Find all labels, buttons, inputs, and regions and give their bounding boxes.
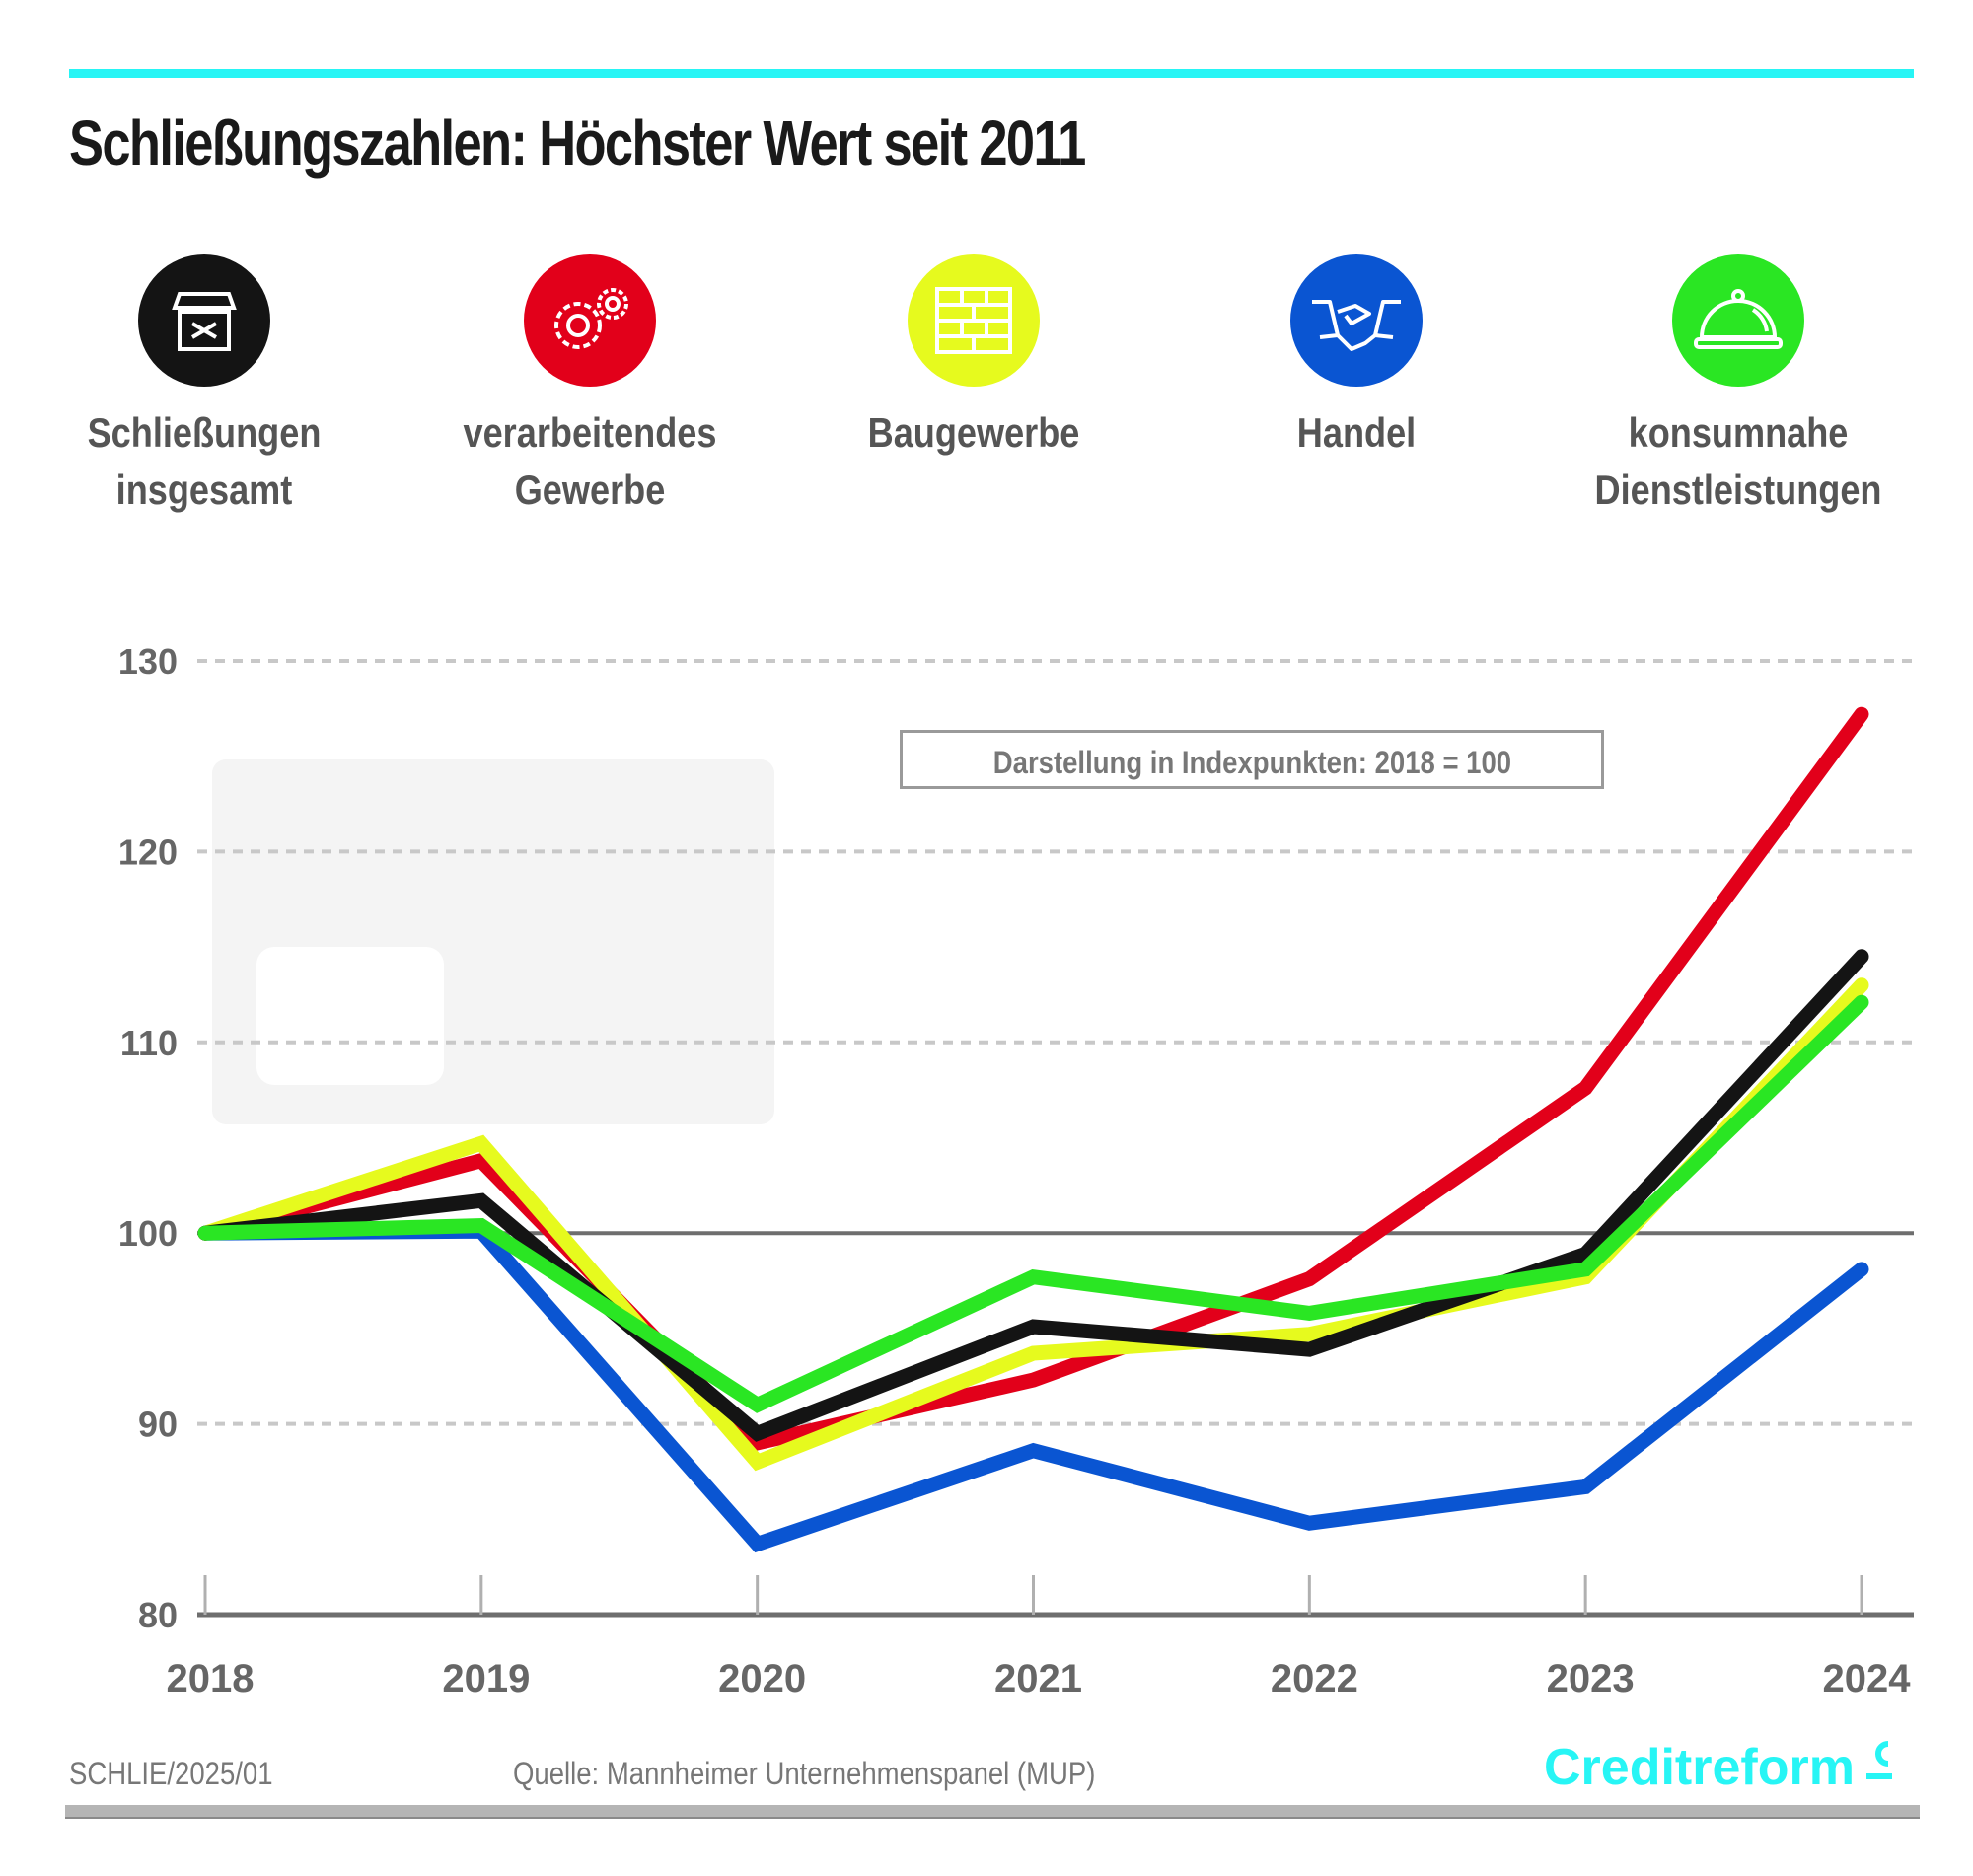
legend-label: Baugewerbe	[867, 409, 1080, 456]
creditreform-mark-icon	[1864, 1738, 1894, 1787]
legend-item-total: Schließungen insgesamt	[27, 254, 382, 519]
x-tick-label: 2022	[1271, 1657, 1358, 1700]
y-tick-label: 130	[118, 641, 178, 682]
gears-icon	[524, 254, 656, 387]
x-tick-label: 2020	[718, 1657, 806, 1700]
y-tick-label: 110	[120, 1023, 178, 1063]
x-tick-label: 2023	[1547, 1657, 1635, 1700]
y-tick-label: 120	[118, 831, 178, 872]
y-axis-labels: 80 90 100 110 120 130	[118, 641, 178, 1635]
x-tick-label: 2019	[442, 1657, 530, 1700]
series-line-schlie-ungen-insgesamt	[197, 949, 1869, 1442]
shop-closed-icon	[138, 254, 270, 387]
gridlines	[197, 659, 1914, 1618]
legend-item-construction: Baugewerbe	[796, 254, 1151, 462]
food-cloche-icon	[1672, 254, 1804, 387]
legend-label: Schließungen insgesamt	[87, 409, 322, 513]
chart-title: Schließungszahlen: Höchster Wert seit 20…	[69, 108, 1086, 179]
legend-item-retail: Handel	[1179, 254, 1534, 462]
background-door-decoration	[256, 947, 444, 1085]
brick-wall-icon	[908, 254, 1040, 387]
y-tick-label: 90	[138, 1405, 178, 1445]
x-tick-label: 2018	[167, 1657, 255, 1700]
legend-label: verarbeitendes Gewerbe	[463, 409, 717, 513]
y-tick-label: 100	[118, 1213, 178, 1254]
x-tick-label: 2021	[994, 1657, 1082, 1700]
accent-top-rule	[69, 69, 1914, 78]
index-note: Darstellung in Indexpunkten: 2018 = 100	[900, 730, 1604, 789]
legend-item-manufacturing: verarbeitendes Gewerbe	[412, 254, 767, 519]
x-axis: 2018 2019 2020 2021 2022 2023 2024	[167, 1575, 1912, 1700]
series-lines	[197, 706, 1869, 1553]
x-tick-label: 2024	[1823, 1657, 1912, 1700]
legend-label: Handel	[1296, 409, 1417, 456]
handshake-icon	[1290, 254, 1423, 387]
creditreform-logo: Creditreform	[1544, 1738, 1894, 1797]
source-note: Quelle: Mannheimer Unternehmenspanel (MU…	[513, 1756, 1096, 1791]
chart-code: SCHLIE/2025/01	[69, 1756, 273, 1791]
legend-label: konsumnahe Dienstleistungen	[1594, 409, 1882, 513]
y-tick-label: 80	[138, 1595, 178, 1635]
legend-item-consumer-services: konsumnahe Dienstleistungen	[1561, 254, 1916, 519]
bottom-rule	[65, 1805, 1920, 1819]
